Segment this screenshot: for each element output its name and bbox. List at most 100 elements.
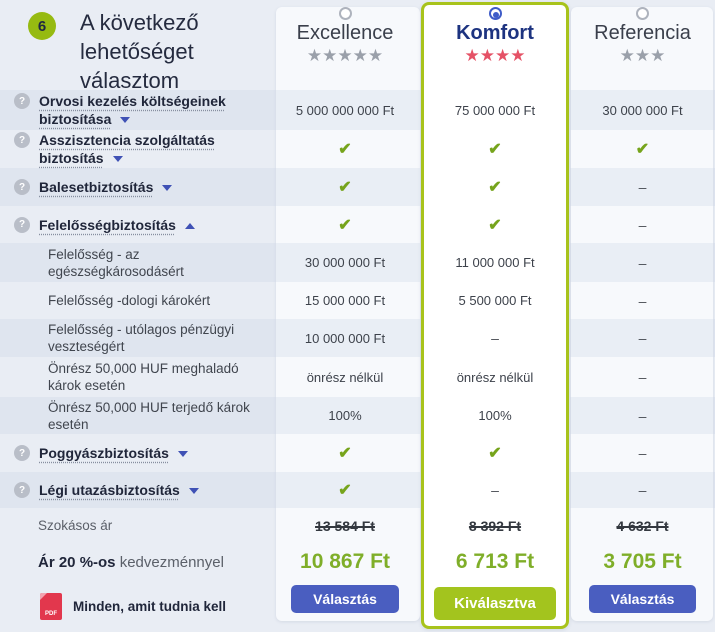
pdf-icon[interactable]: PDF — [40, 593, 62, 620]
plan-value: – — [570, 243, 715, 282]
feature-label[interactable]: Poggyászbiztosítás — [39, 444, 188, 462]
feature-row-liability: ? Felelősségbiztosítás — [0, 206, 270, 243]
star-rating-icon: ★★★★★ — [306, 46, 384, 65]
plan-value: 75 000 000 Ft — [454, 102, 536, 118]
plan-value: 5 000 000 000 Ft — [270, 90, 420, 130]
pdf-link-label[interactable]: Minden, amit tudnia kell — [73, 599, 227, 614]
plan-name: Excellence — [296, 22, 394, 44]
feature-row-air-travel: ? Légi utazásbiztosítás — [0, 472, 270, 508]
help-icon[interactable]: ? — [14, 132, 30, 148]
discounted-price: 3 705 Ft — [603, 550, 682, 573]
feature-row-assistance: ? Asszisztencia szolgáltatás biztosítás — [0, 130, 270, 168]
plan-value: ✔ — [635, 141, 650, 158]
plan-value: ✔ — [270, 168, 420, 206]
subfeature-row-deductible-above: Önrész 50,000 HUF meghaladó károk esetén — [0, 357, 270, 397]
plan-value: ✔ — [338, 216, 352, 234]
subfeature-row-property-damage: Felelősség -dologi károkért — [0, 282, 270, 319]
plan-value: 30 000 000 Ft — [270, 243, 420, 282]
help-icon[interactable]: ? — [14, 179, 30, 195]
discounted-price: 10 867 Ft — [300, 550, 390, 573]
plan-name: Komfort — [456, 22, 534, 44]
subfeature-label: Önrész 50,000 HUF terjedő károk esetén — [48, 399, 250, 432]
plan-name: Referencia — [594, 22, 691, 44]
feature-label[interactable]: Asszisztencia szolgáltatás biztosítás — [39, 132, 215, 166]
help-icon[interactable]: ? — [14, 445, 30, 461]
help-icon[interactable]: ? — [14, 93, 30, 109]
regular-price-label: Szokásos ár — [38, 518, 113, 533]
chevron-down-icon[interactable] — [112, 156, 123, 163]
plan-card-referencia[interactable] — [571, 7, 713, 621]
chevron-up-icon[interactable] — [184, 222, 195, 229]
plan-header-excellence[interactable]: Excellence ★★★★★ — [270, 0, 420, 90]
chevron-down-icon[interactable] — [177, 451, 188, 458]
plan-value: ✔ — [270, 472, 420, 508]
plan-value: 100% — [478, 408, 512, 423]
select-button-referencia[interactable]: Választás — [588, 585, 697, 613]
regular-price: 8 392 Ft — [468, 517, 522, 534]
feature-label[interactable]: Balesetbiztosítás — [39, 178, 173, 196]
discount-price-label: Ár 20 %-os kedvezménnyel — [38, 553, 224, 571]
step-header: 6 A következő lehetőséget választom — [0, 0, 270, 93]
selected-button-komfort[interactable]: Kiválasztva — [434, 587, 556, 620]
plan-header-komfort[interactable]: Komfort ★★★★ — [420, 0, 570, 90]
plan-value: önrész nélkül — [306, 369, 384, 385]
plan-value: – — [570, 397, 715, 434]
star-rating-icon: ★★★★ — [464, 46, 526, 65]
subfeature-row-deductible-upto: Önrész 50,000 HUF terjedő károk esetén — [0, 397, 270, 434]
feature-row-accident: ? Balesetbiztosítás — [0, 168, 270, 206]
plan-value: – — [638, 292, 647, 309]
feature-label[interactable]: Felelősségbiztosítás — [39, 216, 195, 234]
plan-value: 11 000 000 Ft — [455, 255, 535, 270]
subfeature-label: Felelősség -dologi károkért — [48, 293, 211, 308]
feature-label[interactable]: Légi utazásbiztosítás — [39, 481, 199, 499]
regular-price: 13 584 Ft — [315, 517, 375, 534]
plan-value: önrész nélkül — [456, 369, 534, 385]
plan-card-excellence[interactable] — [276, 7, 420, 621]
step-number-badge: 6 — [28, 12, 56, 40]
plan-value: 5 500 000 Ft — [458, 293, 532, 308]
plan-value: – — [491, 482, 499, 498]
help-icon[interactable]: ? — [14, 216, 30, 233]
plan-value: 100% — [270, 397, 420, 434]
feature-row-luggage: ? Poggyászbiztosítás — [0, 434, 270, 472]
plan-value: ✔ — [488, 141, 502, 158]
plan-value: ✔ — [488, 445, 502, 462]
page-title: A következő lehetőséget választom — [80, 10, 199, 93]
plan-value: – — [491, 330, 499, 346]
subfeature-label: Felelősség - az egészségkárosodásért — [48, 246, 184, 279]
plan-value: – — [638, 445, 647, 461]
subfeature-label: Felelősség - utólagos pénzügyi veszteség… — [48, 322, 235, 354]
plan-card-komfort-selected[interactable] — [421, 2, 569, 629]
plan-value: 15 000 000 Ft — [304, 293, 386, 308]
pdf-link[interactable]: PDF Minden, amit tudnia kell — [0, 581, 270, 632]
plan-radio-komfort[interactable] — [488, 7, 502, 20]
subfeature-row-health-damage: Felelősség - az egészségkárosodásért — [0, 243, 270, 282]
chevron-down-icon[interactable] — [120, 117, 131, 124]
plan-value: – — [638, 216, 647, 233]
plan-value: – — [570, 168, 715, 206]
chevron-down-icon[interactable] — [188, 488, 199, 495]
plan-value: ✔ — [488, 216, 502, 234]
chevron-down-icon[interactable] — [162, 185, 173, 192]
plan-header-referencia[interactable]: Referencia ★★★ — [570, 0, 715, 90]
regular-price: 4 632 Ft — [616, 517, 669, 534]
discounted-price: 6 713 Ft — [455, 550, 535, 573]
help-icon[interactable]: ? — [14, 482, 30, 498]
plan-value: ✔ — [338, 445, 352, 462]
plan-value: 10 000 000 Ft — [270, 319, 420, 357]
plan-value: 30 000 000 Ft — [570, 90, 715, 130]
plan-radio-referencia[interactable] — [636, 7, 649, 20]
plan-radio-excellence[interactable] — [338, 7, 352, 20]
select-button-excellence[interactable]: Választás — [291, 585, 399, 613]
plan-value: – — [638, 369, 647, 385]
feature-row-medical: ? Orvosi kezelés költségeinek biztosítás… — [0, 90, 270, 130]
plan-value: ✔ — [338, 141, 352, 158]
subfeature-label: Önrész 50,000 HUF meghaladó károk esetén — [48, 361, 239, 393]
subfeature-row-financial-loss: Felelősség - utólagos pénzügyi veszteség… — [0, 319, 270, 357]
feature-label[interactable]: Orvosi kezelés költségeinek biztosítása — [39, 93, 226, 127]
plan-value: – — [570, 472, 715, 508]
plan-value: – — [570, 319, 715, 357]
star-rating-icon: ★★★ — [619, 46, 666, 65]
